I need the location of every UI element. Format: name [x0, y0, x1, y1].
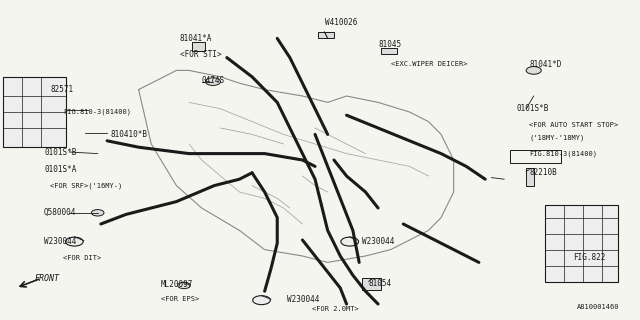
- Circle shape: [65, 237, 83, 246]
- Text: 82571: 82571: [51, 85, 74, 94]
- Text: FRONT: FRONT: [35, 274, 60, 283]
- Text: ML20097: ML20097: [161, 280, 193, 289]
- Text: FIG.810-3(81400): FIG.810-3(81400): [529, 150, 597, 157]
- Text: 0101S*B: 0101S*B: [516, 104, 549, 113]
- Text: <FOR DIT>: <FOR DIT>: [63, 255, 101, 260]
- Bar: [362, 278, 381, 290]
- Text: W230044: W230044: [362, 237, 395, 246]
- Bar: [526, 168, 534, 186]
- Text: 0101S*B: 0101S*B: [44, 148, 77, 156]
- Text: 0101S*A: 0101S*A: [44, 165, 77, 174]
- Text: FIG.822: FIG.822: [573, 253, 606, 262]
- Bar: [545, 205, 618, 282]
- Circle shape: [205, 78, 221, 85]
- Text: 810410*B: 810410*B: [110, 130, 147, 139]
- Text: 81045: 81045: [378, 40, 401, 49]
- Circle shape: [92, 210, 104, 216]
- Text: 81054: 81054: [369, 279, 392, 288]
- Text: W230044: W230044: [287, 295, 319, 304]
- Bar: [3, 77, 66, 147]
- Circle shape: [526, 67, 541, 74]
- Text: W230044: W230044: [44, 237, 77, 246]
- Text: W410026: W410026: [324, 18, 357, 27]
- Text: 81041*D: 81041*D: [529, 60, 562, 68]
- Text: <FOR EPS>: <FOR EPS>: [161, 296, 199, 302]
- Text: 82210B: 82210B: [529, 168, 557, 177]
- Text: ('18MY-'18MY): ('18MY-'18MY): [529, 134, 584, 141]
- Circle shape: [341, 237, 358, 246]
- Bar: [510, 150, 561, 163]
- Text: 81041*A: 81041*A: [180, 34, 212, 43]
- Bar: [381, 48, 397, 54]
- Text: <FOR SRF>('16MY-): <FOR SRF>('16MY-): [51, 182, 123, 189]
- Text: FIG.810-3(81400): FIG.810-3(81400): [63, 109, 131, 115]
- Text: <FOR 2.0MT>: <FOR 2.0MT>: [312, 306, 358, 312]
- Circle shape: [253, 296, 270, 305]
- Bar: [192, 42, 205, 51]
- Text: <FOR AUTO START STOP>: <FOR AUTO START STOP>: [529, 122, 618, 128]
- Text: Q580004: Q580004: [44, 208, 77, 217]
- Text: A810001460: A810001460: [577, 304, 619, 310]
- Bar: [318, 32, 334, 38]
- Text: <FOR STI>: <FOR STI>: [180, 50, 221, 59]
- Text: 0474S: 0474S: [202, 76, 225, 84]
- Text: <EXC.WIPER DEICER>: <EXC.WIPER DEICER>: [390, 61, 467, 67]
- Circle shape: [178, 282, 190, 289]
